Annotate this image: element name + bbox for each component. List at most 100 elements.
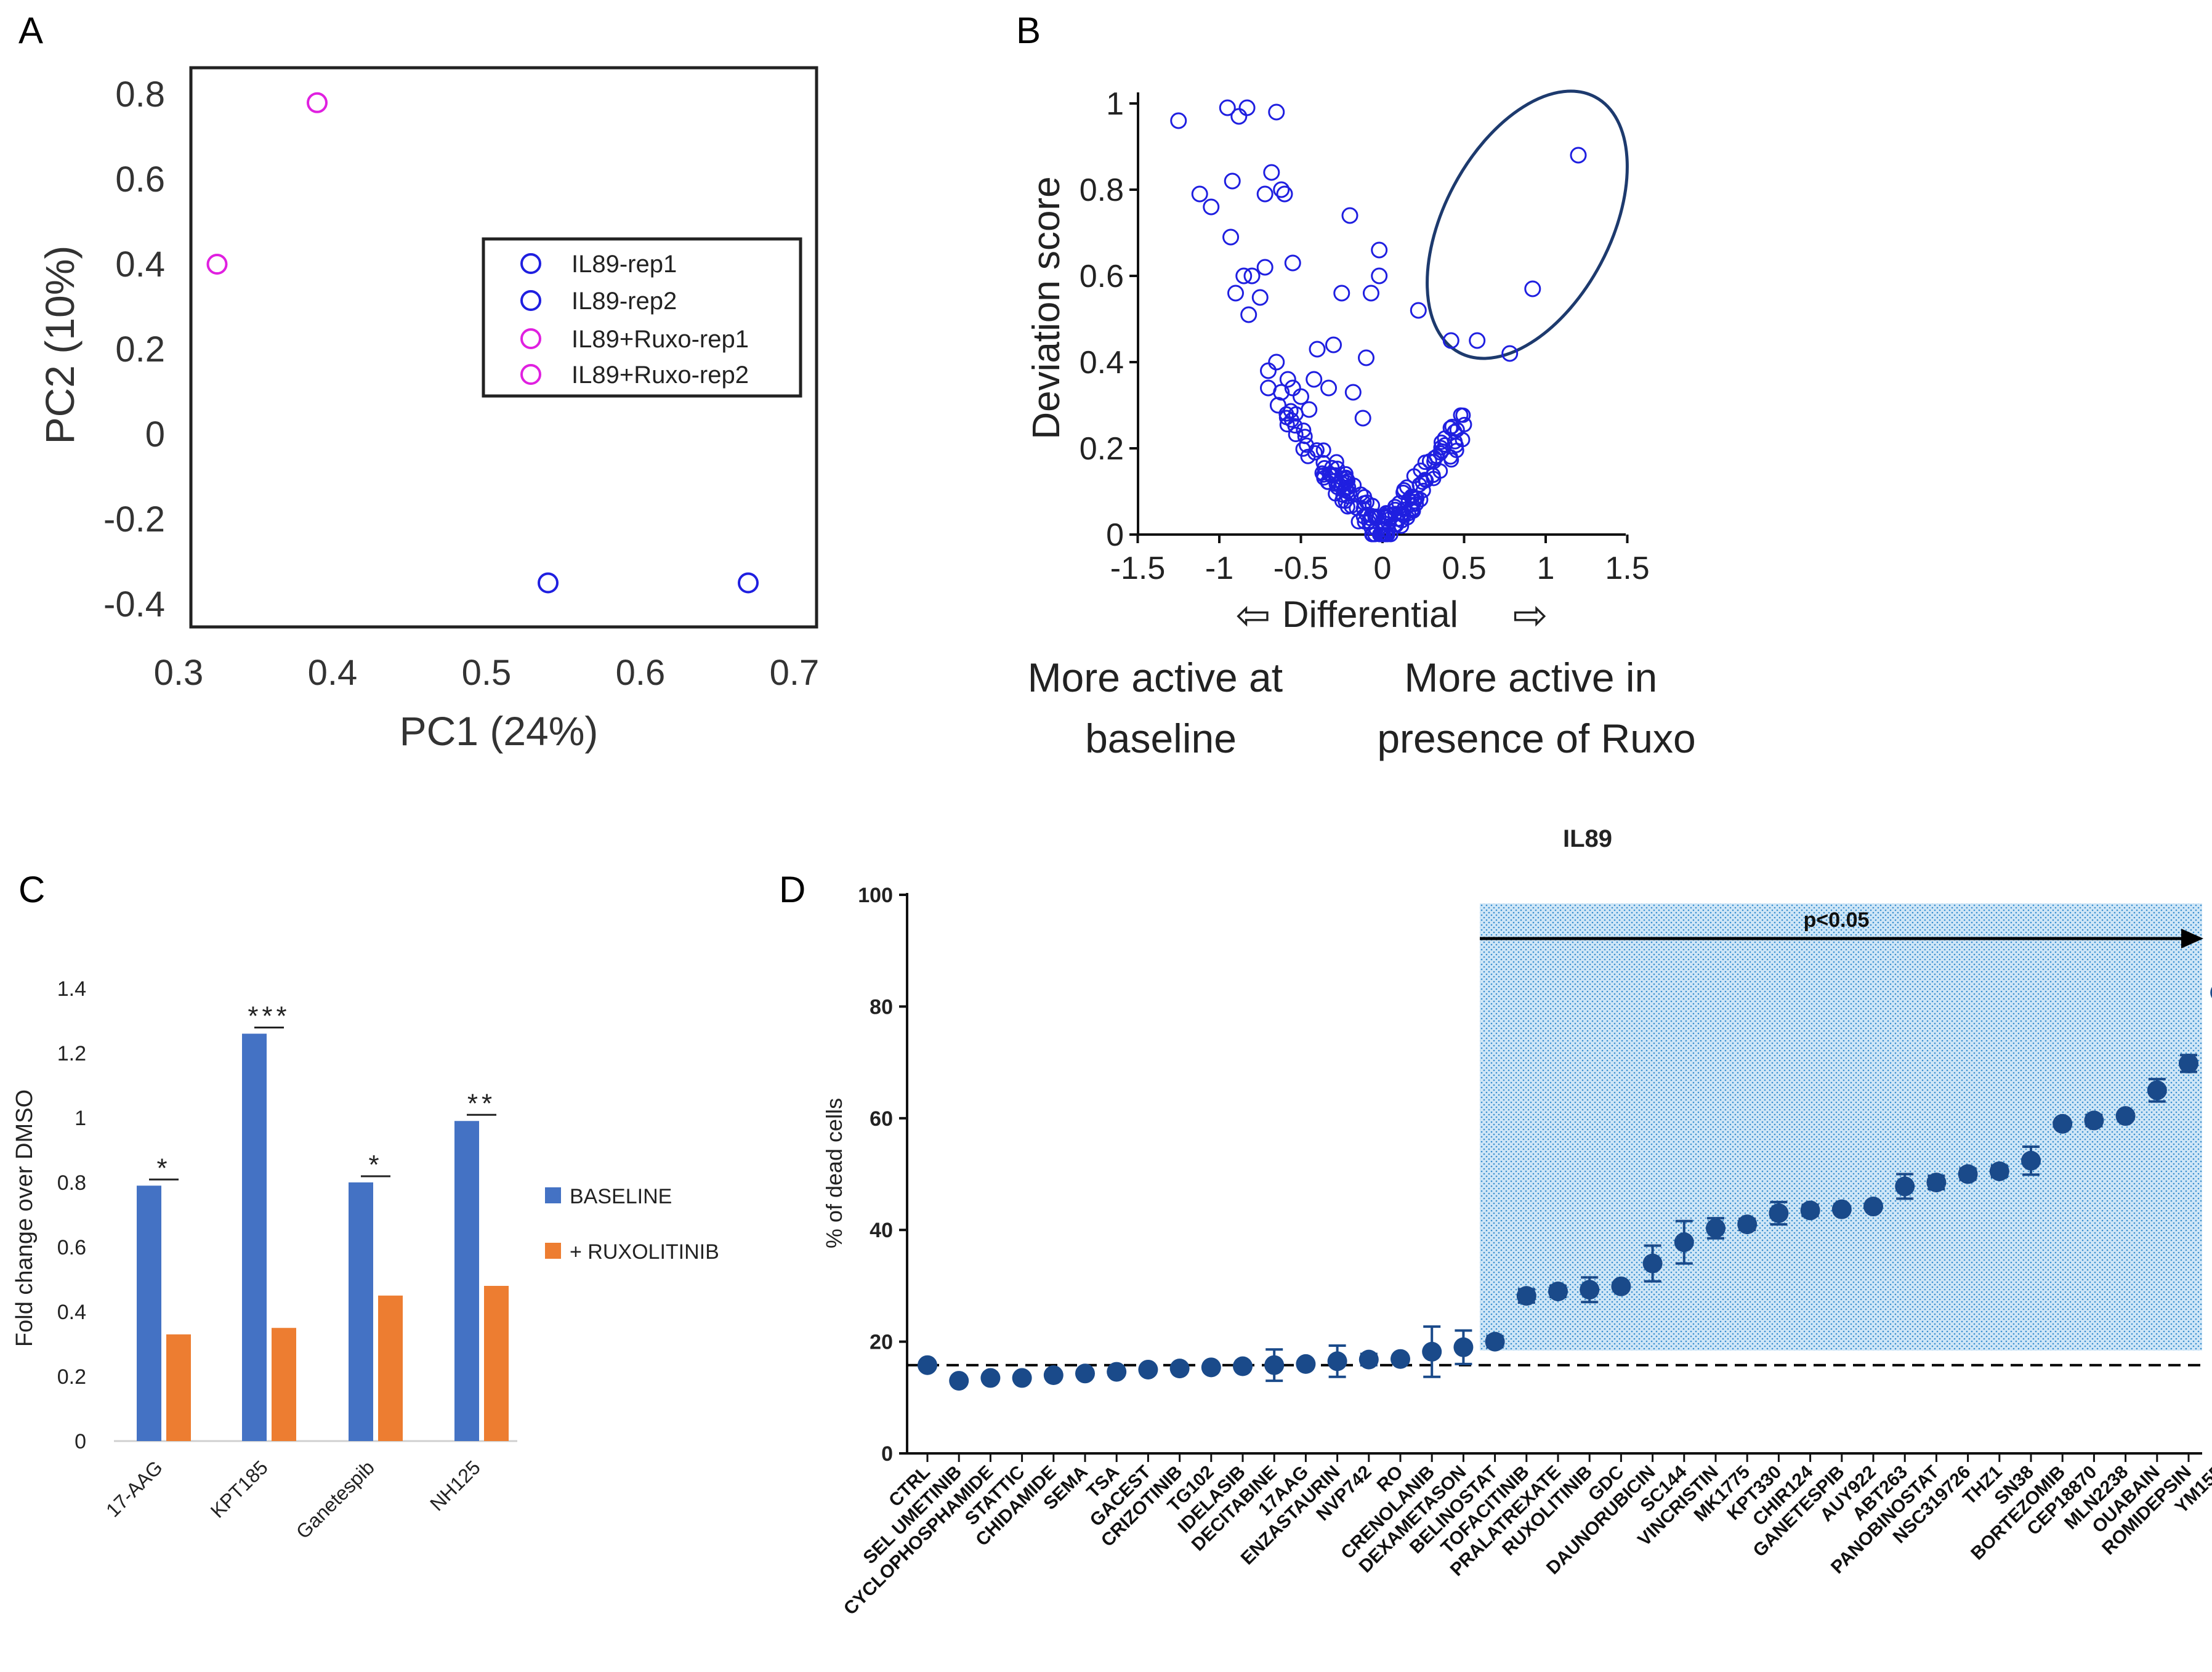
deviation-point	[1224, 172, 1241, 190]
deviation-point	[1442, 420, 1458, 436]
panel-b-ticks: -1.5 -1 -0.5 0 0.5 1 1.5 0 0.2 0.4 0.6 0.8 1	[1080, 86, 1650, 586]
panel-c-bars: 17-AAG * KPT185 *** Ganetespib * NH125 **	[102, 1001, 509, 1543]
annotation-left: More active at baseline	[1028, 655, 1294, 761]
significance-label: p<0.05	[1804, 908, 1870, 932]
x-tick-label: 0.5	[462, 653, 512, 693]
bar	[272, 1328, 296, 1441]
data-point	[1642, 1253, 1663, 1274]
data-point	[1548, 1281, 1568, 1301]
legend-label-0: IL89-rep1	[571, 251, 677, 278]
data-point	[1989, 1161, 2009, 1181]
y-tick-label: 0.4	[57, 1301, 86, 1324]
x-tick-label: 0.3	[154, 653, 204, 693]
y-tick-label: 0.6	[57, 1236, 86, 1259]
data-point	[1012, 1368, 1032, 1388]
legend-marker-0	[520, 253, 541, 274]
deviation-point	[1388, 517, 1404, 533]
panel-d-title: IL89	[1563, 825, 1612, 852]
highlighted-point	[1469, 332, 1486, 349]
deviation-point	[1320, 379, 1338, 397]
deviation-point	[1437, 437, 1453, 453]
legend-marker-3	[520, 364, 541, 385]
y-tick-label: 0.8	[115, 75, 165, 115]
legend-swatch-ruxolitinib	[545, 1243, 561, 1259]
annotation-right: More active in presence of Ruxo	[1377, 655, 1695, 761]
panel-label-a: A	[18, 10, 43, 51]
y-tick-label: 0.2	[115, 329, 165, 370]
highlighted-point	[1570, 147, 1587, 164]
legend-label-3: IL89+Ruxo-rep2	[571, 361, 749, 389]
y-tick-label: 0	[75, 1430, 86, 1453]
data-point	[949, 1371, 969, 1391]
y-tick-label: 0.8	[1080, 172, 1124, 208]
deviation-point	[1230, 108, 1248, 125]
x-tick-label: 1.5	[1605, 551, 1649, 586]
data-point	[1043, 1365, 1064, 1386]
deviation-point	[1426, 471, 1442, 487]
y-tick-label: 20	[870, 1331, 893, 1354]
deviation-point	[1365, 527, 1381, 543]
data-point	[918, 1355, 937, 1375]
deviation-point	[1358, 506, 1374, 522]
data-point	[1516, 1286, 1536, 1306]
deviation-point	[1268, 103, 1285, 121]
deviation-point	[1324, 459, 1340, 475]
x-tick-label: 0.6	[616, 653, 666, 693]
panel-a-ylabel: PC2 (10%)	[37, 246, 83, 445]
bar	[349, 1182, 373, 1441]
panel-d-points	[918, 987, 2212, 1391]
bar	[378, 1295, 403, 1441]
data-point	[2084, 1110, 2104, 1131]
highlighted-point	[1501, 345, 1519, 362]
panel-b-xlabel: Differential	[1282, 594, 1458, 635]
significance-stars: **	[467, 1088, 496, 1118]
x-tick-label: 0.4	[308, 653, 358, 693]
deviation-point	[1296, 422, 1312, 438]
deviation-point	[1279, 417, 1295, 433]
x-tick-label: 0	[1374, 551, 1392, 586]
y-tick-label: 0	[1106, 517, 1124, 553]
data-point	[1926, 1173, 1947, 1193]
deviation-point	[1278, 406, 1294, 422]
category-label: KPT185	[206, 1456, 272, 1522]
data-point	[1138, 1359, 1158, 1379]
panel-b: -1.5 -1 -0.5 0 0.5 1 1.5 0 0.2 0.4 0.6 0.8 1 Deviati…	[1025, 86, 1696, 761]
panel-a-frame	[189, 66, 818, 629]
panel-c-ticks: 0 0.2 0.4 0.6 0.8 1 1.2 1.4	[57, 977, 86, 1453]
x-tick-label: 0.5	[1442, 551, 1486, 586]
deviation-point	[1433, 434, 1449, 450]
deviation-point	[1325, 336, 1342, 353]
data-point	[1201, 1357, 1221, 1378]
deviation-point	[1203, 198, 1220, 216]
right-arrow-icon: ⇨	[1513, 592, 1548, 639]
deviation-point	[1256, 185, 1274, 203]
data-point	[1800, 1200, 1820, 1221]
deviation-point	[1355, 509, 1371, 525]
panel-c: 0 0.2 0.4 0.6 0.8 1 1.2 1.4 Fold change over DM…	[12, 977, 719, 1543]
legend-label-2: IL89+Ruxo-rep1	[571, 326, 749, 353]
data-point	[1611, 1276, 1631, 1296]
panel-a-legend: IL89-rep1 IL89-rep2 IL89+Ruxo-rep1 IL89+…	[482, 237, 802, 398]
y-tick-label: 0.4	[115, 244, 165, 285]
panel-label-b: B	[1016, 10, 1041, 51]
data-point	[1169, 1359, 1190, 1379]
deviation-point	[1297, 429, 1313, 445]
y-tick-label: 100	[858, 884, 893, 907]
y-tick-label: 0.8	[57, 1171, 86, 1195]
y-tick-label: 40	[870, 1219, 893, 1242]
legend-marker-2	[520, 328, 541, 349]
data-point	[1107, 1362, 1127, 1382]
data-point	[2210, 987, 2212, 998]
data-point	[1391, 1349, 1410, 1369]
panel-label-d: D	[779, 869, 805, 910]
deviation-point	[1396, 482, 1412, 498]
y-tick-label: 0.6	[1080, 259, 1124, 294]
arrow-head-icon	[2181, 929, 2203, 948]
data-point	[1264, 1355, 1285, 1375]
data-point	[1769, 1203, 1789, 1223]
deviation-point	[1268, 353, 1285, 371]
data-point	[1485, 1331, 1505, 1352]
deviation-point	[1243, 267, 1261, 285]
deviation-point	[1191, 185, 1208, 203]
